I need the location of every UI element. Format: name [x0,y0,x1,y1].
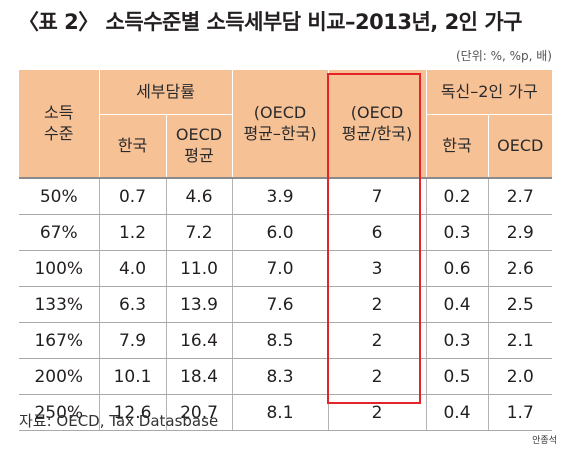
cell-difference: 8.5 [232,322,329,359]
header-korea-single: 한국 [426,114,489,179]
cell-difference: 8.1 [232,394,329,431]
cell-korea-single: 0.4 [426,286,489,323]
header-tax-burden-rate: 세부담률 [99,70,233,115]
cell-ratio: 7 [328,177,427,215]
cell-oecd-average: 13.9 [166,286,233,323]
cell-korea-single: 0.5 [426,358,489,395]
cell-korea: 1.2 [99,214,167,251]
cell-korea-single: 0.2 [426,177,489,215]
cell-oecd-average: 16.4 [166,322,233,359]
cell-oecd-average: 18.4 [166,358,233,395]
table-row: 133% 6.3 13.9 7.6 2 0.4 2.5 [19,286,553,323]
cell-oecd-average: 4.6 [166,177,233,215]
table-row: 50% 0.7 4.6 3.9 7 0.2 2.7 [19,177,553,215]
cell-ratio: 2 [328,394,427,431]
cell-oecd-single: 1.7 [488,394,553,431]
table-row: 67% 1.2 7.2 6.0 6 0.3 2.9 [19,214,553,251]
table-row: 250% 12.6 20.7 8.1 2 0.4 1.7 [19,394,553,431]
cell-korea: 0.7 [99,177,167,215]
cell-difference: 7.0 [232,250,329,287]
cell-ratio: 2 [328,358,427,395]
cell-oecd-single: 2.1 [488,322,553,359]
cell-korea: 7.9 [99,322,167,359]
cell-korea: 4.0 [99,250,167,287]
cell-korea: 12.6 [99,394,167,431]
cell-korea: 6.3 [99,286,167,323]
cell-ratio: 2 [328,286,427,323]
cell-oecd-average: 20.7 [166,394,233,431]
cell-korea-single: 0.4 [426,394,489,431]
source-note: 자료: OECD, Tax Datasbase [19,412,219,430]
cell-ratio: 3 [328,250,427,287]
cell-korea-single: 0.3 [426,322,489,359]
cell-difference: 3.9 [232,177,329,215]
header-oecd-single: OECD [488,114,553,179]
cell-income-level: 50% [19,177,100,215]
header-single-minus-two: 독신–2인 가구 [426,70,553,115]
cell-korea-single: 0.6 [426,250,489,287]
cell-ratio: 6 [328,214,427,251]
header-oecd-average: OECD 평균 [166,114,233,179]
tax-burden-table: 소득 수준 세부담률 (OECD 평균–한국) (OECD 평균/한국) 독신–… [19,70,553,431]
cell-korea: 10.1 [99,358,167,395]
cell-income-level: 67% [19,214,100,251]
cell-korea-single: 0.3 [426,214,489,251]
cell-oecd-single: 2.6 [488,250,553,287]
table-row: 167% 7.9 16.4 8.5 2 0.3 2.1 [19,322,553,359]
cell-oecd-single: 2.0 [488,358,553,395]
cell-income-level: 200% [19,358,100,395]
cell-income-level: 167% [19,322,100,359]
unit-note: (단위: %, %p, 배) [455,49,552,63]
cell-income-level: 250% [19,394,100,431]
header-oecd-minus-korea: (OECD 평균–한국) [232,70,329,179]
cell-income-level: 133% [19,286,100,323]
header-income-level: 소득 수준 [19,70,100,179]
cell-oecd-single: 2.7 [488,177,553,215]
cell-ratio: 2 [328,322,427,359]
cell-difference: 8.3 [232,358,329,395]
cell-oecd-single: 2.9 [488,214,553,251]
cell-oecd-average: 7.2 [166,214,233,251]
header-oecd-over-korea: (OECD 평균/한국) [328,70,427,179]
cell-difference: 7.6 [232,286,329,323]
cell-oecd-average: 11.0 [166,250,233,287]
header-korea: 한국 [99,114,167,179]
table-row: 200% 10.1 18.4 8.3 2 0.5 2.0 [19,358,553,395]
table-title: 〈표 2〉 소득수준별 소득세부담 비교–2013년, 2인 가구 [18,10,522,34]
cell-oecd-single: 2.5 [488,286,553,323]
table-row: 100% 4.0 11.0 7.0 3 0.6 2.6 [19,250,553,287]
cell-income-level: 100% [19,250,100,287]
cell-difference: 6.0 [232,214,329,251]
author-credit: 안종석 [532,436,557,446]
